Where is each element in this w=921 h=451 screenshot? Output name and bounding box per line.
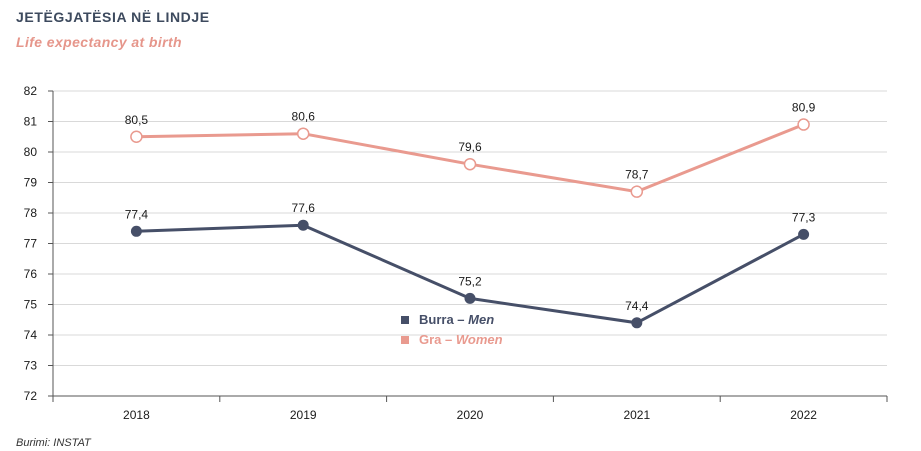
data-label-women: 80,9 xyxy=(792,101,816,115)
y-tick-label: 74 xyxy=(24,328,38,342)
legend-swatch-women xyxy=(401,336,409,344)
y-tick-label: 75 xyxy=(24,298,38,312)
data-label-women: 79,6 xyxy=(458,140,482,154)
source-note: Burimi: INSTAT xyxy=(16,437,91,449)
chart-subtitle: Life expectancy at birth xyxy=(16,34,182,50)
x-tick-label: 2021 xyxy=(623,408,650,422)
x-tick-label: 2022 xyxy=(790,408,817,422)
data-label-men: 75,2 xyxy=(458,274,482,288)
legend-swatch-men xyxy=(401,316,409,324)
y-tick-label: 72 xyxy=(24,389,38,403)
legend-label-men: Burra – Men xyxy=(419,312,494,327)
data-point-women xyxy=(463,157,477,171)
data-label-women: 78,7 xyxy=(625,168,649,182)
data-label-men: 74,4 xyxy=(625,299,649,313)
y-tick-label: 73 xyxy=(24,359,38,373)
series xyxy=(130,118,810,329)
x-tick-label: 2018 xyxy=(123,408,150,422)
data-point-men xyxy=(297,219,309,231)
y-tick-label: 78 xyxy=(24,206,38,220)
data-point-women xyxy=(797,118,810,131)
data-label-women: 80,5 xyxy=(125,113,149,127)
x-tick-label: 2020 xyxy=(457,408,484,422)
y-tick-label: 80 xyxy=(24,145,38,159)
data-point-women xyxy=(630,185,644,198)
data-point-women xyxy=(130,130,143,143)
data-label-men: 77,6 xyxy=(292,201,316,215)
y-tick-label: 77 xyxy=(24,237,38,251)
data-label-men: 77,4 xyxy=(125,207,149,221)
grid-lines xyxy=(53,90,887,366)
y-tick-label: 81 xyxy=(24,115,38,129)
y-tick-label: 76 xyxy=(24,267,38,281)
data-labels: 77,4 77,6 75,2 74,4 77,3 80,5 80,6 79,6 78,7 80,9 xyxy=(125,101,816,313)
data-label-men: 77,3 xyxy=(792,210,816,224)
data-point-men xyxy=(464,292,476,304)
x-tick-label: 2019 xyxy=(290,408,317,422)
legend-label-women: Gra – Women xyxy=(419,332,503,347)
legend: Burra – Men Gra – Women xyxy=(401,312,503,347)
chart-title: JETËGJATËSIA NË LINDJE xyxy=(16,9,210,25)
y-tick-label: 82 xyxy=(24,84,38,98)
data-point-men xyxy=(631,317,643,329)
data-point-men xyxy=(798,228,810,240)
data-point-women xyxy=(296,127,310,140)
data-label-women: 80,6 xyxy=(292,110,316,124)
axes: 72 73 74 75 76 77 78 79 80 81 82 2018 2019 2020 2021 20… xyxy=(24,84,888,422)
y-tick-label: 79 xyxy=(24,176,38,190)
data-point-men xyxy=(130,225,142,237)
